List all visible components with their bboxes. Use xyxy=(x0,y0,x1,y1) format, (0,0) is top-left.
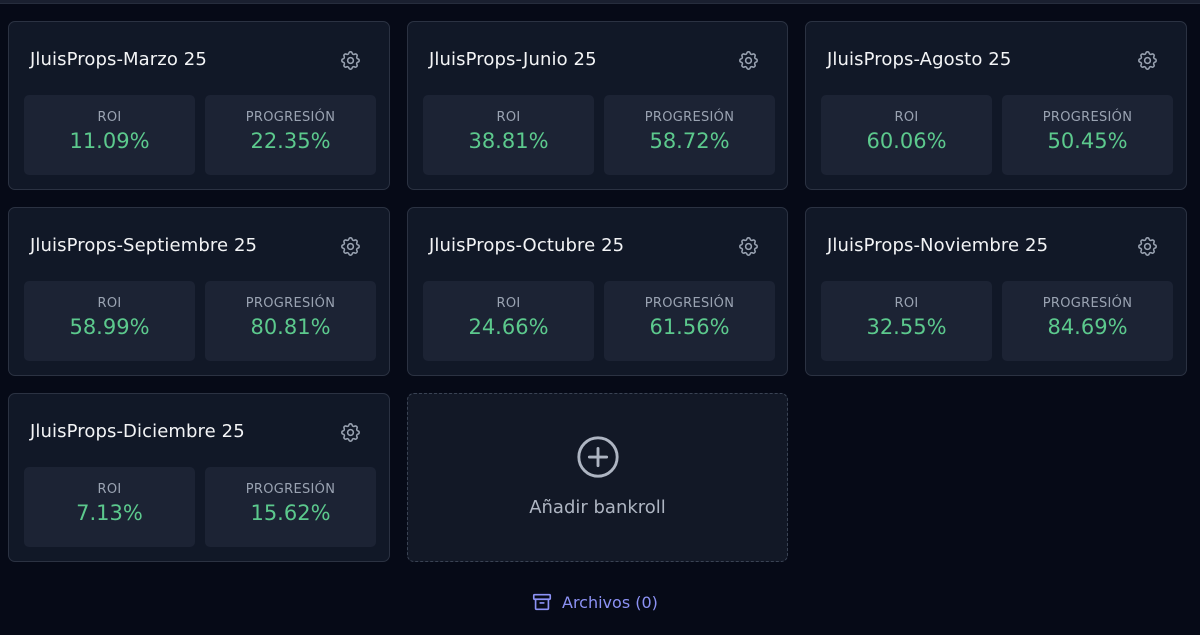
roi-value: 38.81% xyxy=(468,129,549,153)
bankroll-card[interactable]: JluisProps-Agosto 25 ROI 60.06% PROGRESI… xyxy=(805,21,1187,190)
progress-value: 61.56% xyxy=(649,315,730,339)
plus-circle-icon xyxy=(575,434,621,480)
gear-icon[interactable] xyxy=(1136,235,1159,258)
roi-label: ROI xyxy=(97,110,122,125)
roi-value: 7.13% xyxy=(76,501,143,525)
roi-label: ROI xyxy=(496,296,521,311)
bankroll-card[interactable]: JluisProps-Junio 25 ROI 38.81% PROGRESIÓ… xyxy=(407,21,788,190)
progress-value: 15.62% xyxy=(250,501,331,525)
gear-icon[interactable] xyxy=(737,49,760,72)
bankroll-grid: JluisProps-Marzo 25 ROI 11.09% PROGRESIÓ… xyxy=(8,21,1187,562)
archive-link[interactable]: Archivos (0) xyxy=(531,591,658,613)
roi-value: 24.66% xyxy=(468,315,549,339)
bankroll-title: JluisProps-Noviembre 25 xyxy=(827,235,1049,256)
roi-stat: ROI 32.55% xyxy=(821,281,992,361)
progress-stat: PROGRESIÓN 22.35% xyxy=(205,95,376,175)
add-bankroll-button[interactable]: Añadir bankroll xyxy=(407,393,788,562)
progress-value: 58.72% xyxy=(649,129,730,153)
progress-label: PROGRESIÓN xyxy=(1042,296,1133,311)
stats-row: ROI 7.13% PROGRESIÓN 15.62% xyxy=(24,467,376,547)
stats-row: ROI 32.55% PROGRESIÓN 84.69% xyxy=(821,281,1173,361)
roi-label: ROI xyxy=(894,296,919,311)
roi-stat: ROI 7.13% xyxy=(24,467,195,547)
gear-icon[interactable] xyxy=(339,421,362,444)
stats-row: ROI 38.81% PROGRESIÓN 58.72% xyxy=(423,95,775,175)
progress-value: 22.35% xyxy=(250,129,331,153)
roi-value: 60.06% xyxy=(866,129,947,153)
progress-stat: PROGRESIÓN 50.45% xyxy=(1002,95,1173,175)
roi-value: 32.55% xyxy=(866,315,947,339)
progress-stat: PROGRESIÓN 15.62% xyxy=(205,467,376,547)
roi-label: ROI xyxy=(496,110,521,125)
gear-icon[interactable] xyxy=(339,49,362,72)
stats-row: ROI 60.06% PROGRESIÓN 50.45% xyxy=(821,95,1173,175)
gear-icon[interactable] xyxy=(339,235,362,258)
bankroll-card[interactable]: JluisProps-Octubre 25 ROI 24.66% PROGRES… xyxy=(407,207,788,376)
roi-label: ROI xyxy=(894,110,919,125)
archive-label: Archivos (0) xyxy=(562,592,658,612)
bankroll-card[interactable]: JluisProps-Septiembre 25 ROI 58.99% PROG… xyxy=(8,207,390,376)
progress-stat: PROGRESIÓN 58.72% xyxy=(604,95,775,175)
bankroll-card[interactable]: JluisProps-Diciembre 25 ROI 7.13% PROGRE… xyxy=(8,393,390,562)
roi-stat: ROI 11.09% xyxy=(24,95,195,175)
stats-row: ROI 58.99% PROGRESIÓN 80.81% xyxy=(24,281,376,361)
bankroll-card[interactable]: JluisProps-Marzo 25 ROI 11.09% PROGRESIÓ… xyxy=(8,21,390,190)
bankroll-title: JluisProps-Octubre 25 xyxy=(429,235,625,256)
archive-box-icon xyxy=(531,591,553,613)
roi-label: ROI xyxy=(97,296,122,311)
bankroll-card[interactable]: JluisProps-Noviembre 25 ROI 32.55% PROGR… xyxy=(805,207,1187,376)
progress-value: 84.69% xyxy=(1047,315,1128,339)
bankroll-title: JluisProps-Agosto 25 xyxy=(827,49,1012,70)
bankroll-title: JluisProps-Marzo 25 xyxy=(30,49,207,70)
gear-icon[interactable] xyxy=(1136,49,1159,72)
roi-stat: ROI 24.66% xyxy=(423,281,594,361)
progress-value: 50.45% xyxy=(1047,129,1128,153)
progress-label: PROGRESIÓN xyxy=(245,296,336,311)
gear-icon[interactable] xyxy=(737,235,760,258)
bankroll-title: JluisProps-Diciembre 25 xyxy=(30,421,245,442)
progress-label: PROGRESIÓN xyxy=(644,110,735,125)
progress-stat: PROGRESIÓN 61.56% xyxy=(604,281,775,361)
add-bankroll-label: Añadir bankroll xyxy=(529,497,666,518)
roi-stat: ROI 58.99% xyxy=(24,281,195,361)
progress-value: 80.81% xyxy=(250,315,331,339)
stats-row: ROI 24.66% PROGRESIÓN 61.56% xyxy=(423,281,775,361)
progress-stat: PROGRESIÓN 80.81% xyxy=(205,281,376,361)
roi-stat: ROI 60.06% xyxy=(821,95,992,175)
roi-value: 11.09% xyxy=(69,129,150,153)
progress-label: PROGRESIÓN xyxy=(644,296,735,311)
progress-label: PROGRESIÓN xyxy=(1042,110,1133,125)
bankroll-title: JluisProps-Junio 25 xyxy=(429,49,597,70)
roi-value: 58.99% xyxy=(69,315,150,339)
stats-row: ROI 11.09% PROGRESIÓN 22.35% xyxy=(24,95,376,175)
roi-label: ROI xyxy=(97,482,122,497)
progress-stat: PROGRESIÓN 84.69% xyxy=(1002,281,1173,361)
bankroll-title: JluisProps-Septiembre 25 xyxy=(30,235,258,256)
top-divider xyxy=(0,0,1200,4)
progress-label: PROGRESIÓN xyxy=(245,482,336,497)
progress-label: PROGRESIÓN xyxy=(245,110,336,125)
roi-stat: ROI 38.81% xyxy=(423,95,594,175)
